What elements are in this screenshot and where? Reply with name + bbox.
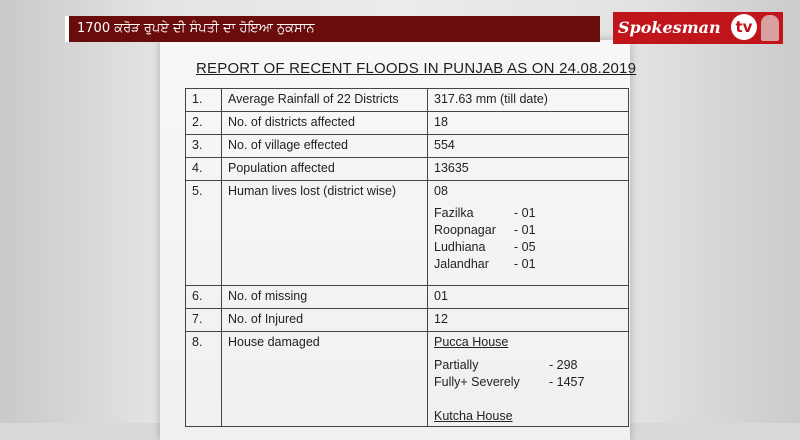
row-label: House damaged xyxy=(221,331,428,427)
list-item: Partially - 298 xyxy=(434,357,622,374)
row-number: 7. xyxy=(185,308,222,332)
district-count: - 05 xyxy=(514,240,536,254)
logo-name: Spokesman xyxy=(618,18,721,37)
district-list: Fazilka - 01 Roopnagar - 01 Ludhiana - 05 J… xyxy=(434,205,622,273)
row-number: 2. xyxy=(185,111,222,135)
district-name: Roopnagar xyxy=(434,223,496,237)
house-count: - 1457 xyxy=(549,375,585,389)
district-name: Jalandhar xyxy=(434,257,489,271)
row-label: No. of Injured xyxy=(221,308,428,332)
row-label: Population affected xyxy=(221,157,428,181)
row-label: Average Rainfall of 22 Districts xyxy=(221,88,428,112)
news-ticker-banner: 1700 ਕਰੋੜ ਰੁਪਏ ਦੀ ਸੰਪਤੀ ਦਾ ਹੋਇਆ ਨੁਕਸਾਨ xyxy=(65,16,600,42)
row-value: 13635 xyxy=(427,157,629,181)
house-count: - 298 xyxy=(549,358,578,372)
table-row: 5. Human lives lost (district wise) 08 F… xyxy=(185,180,629,286)
district-name: Ludhiana xyxy=(434,240,486,254)
logo-tv: tv xyxy=(731,14,757,40)
report-title: REPORT OF RECENT FLOODS IN PUNJAB AS ON … xyxy=(196,60,637,77)
row-label: Human lives lost (district wise) xyxy=(221,180,428,286)
list-item: Jalandhar - 01 xyxy=(434,256,622,273)
table-row: 2. No. of districts affected 18 xyxy=(185,111,629,135)
list-item: Fully+ Severely - 1457 xyxy=(434,374,622,391)
row-number: 6. xyxy=(185,285,222,309)
table-row: 1. Average Rainfall of 22 Districts 317.… xyxy=(185,88,629,112)
house-list: Partially - 298 Fully+ Severely - 1457 xyxy=(434,357,622,391)
row-label: No. of districts affected xyxy=(221,111,428,135)
channel-logo: Spokesman tv xyxy=(613,12,783,44)
kutcha-house-label: Kutcha House xyxy=(434,409,513,423)
banner-text: 1700 ਕਰੋੜ ਰੁਪਏ ਦੀ ਸੰਪਤੀ ਦਾ ਹੋਇਆ ਨੁਕਸਾਨ xyxy=(77,21,315,36)
table-row: 7. No. of Injured 12 xyxy=(185,308,629,332)
row-number: 8. xyxy=(185,331,222,427)
row-number: 4. xyxy=(185,157,222,181)
district-count: - 01 xyxy=(514,257,536,271)
row-value: Pucca House xyxy=(434,335,509,349)
table-row: 8. House damaged Pucca House Partially - … xyxy=(185,331,629,427)
row-value: 08 xyxy=(434,184,448,198)
row-value: 18 xyxy=(427,111,629,135)
row-number: 1. xyxy=(185,88,222,112)
house-type: Fully+ Severely xyxy=(434,375,520,389)
row-value-cell: Pucca House Partially - 298 Fully+ Severe… xyxy=(427,331,629,427)
list-item: Fazilka - 01 xyxy=(434,205,622,222)
house-type: Partially xyxy=(434,358,479,372)
list-item: Ludhiana - 05 xyxy=(434,239,622,256)
row-label: No. of missing xyxy=(221,285,428,309)
person-icon xyxy=(761,15,779,41)
district-count: - 01 xyxy=(514,206,536,220)
row-value-cell: 08 Fazilka - 01 Roopnagar - 01 Ludhiana - 0… xyxy=(427,180,629,286)
row-value: 12 xyxy=(427,308,629,332)
table-row: 6. No. of missing 01 xyxy=(185,285,629,309)
row-value: 317.63 mm (till date) xyxy=(427,88,629,112)
report-table: 1. Average Rainfall of 22 Districts 317.… xyxy=(185,88,629,427)
district-name: Fazilka xyxy=(434,206,474,220)
row-value: 01 xyxy=(427,285,629,309)
row-value: 554 xyxy=(427,134,629,158)
row-number: 3. xyxy=(185,134,222,158)
list-item: Roopnagar - 01 xyxy=(434,222,622,239)
district-count: - 01 xyxy=(514,223,536,237)
table-row: 3. No. of village effected 554 xyxy=(185,134,629,158)
table-row: 4. Population affected 13635 xyxy=(185,157,629,181)
row-number: 5. xyxy=(185,180,222,286)
row-label: No. of village effected xyxy=(221,134,428,158)
